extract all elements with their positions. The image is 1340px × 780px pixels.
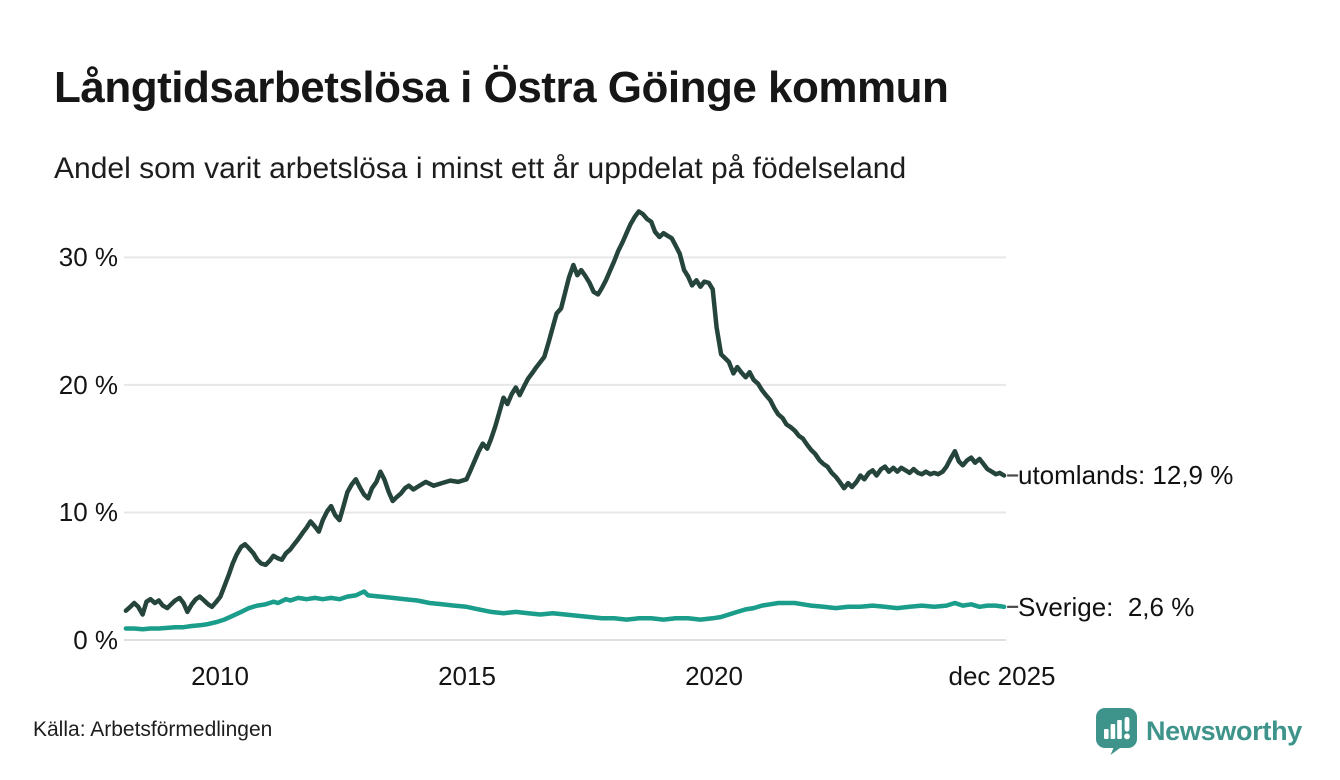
x-axis-label-dec-2025: dec 2025	[948, 661, 1056, 691]
newsworthy-wordmark: Newsworthy	[1145, 716, 1302, 746]
x-axis-label-2020: 2020	[685, 661, 743, 691]
y-axis-label-10: 10 %	[58, 497, 118, 527]
source-note: Källa: Arbetsförmedlingen	[33, 718, 273, 741]
y-axis-label-20: 20 %	[58, 370, 118, 400]
page-title: Långtidsarbetslösa i Östra Göinge kommun	[54, 63, 949, 113]
newsworthy-logo[interactable]: Newsworthy	[1095, 708, 1302, 755]
series-label-sverige: Sverige: 2,6 %	[1018, 592, 1195, 622]
chart-subtitle: Andel som varit arbetslösa i minst ett å…	[54, 152, 907, 185]
y-axis-label-30: 30 %	[58, 242, 118, 272]
x-axis-label-2015: 2015	[438, 661, 496, 691]
y-axis-label-0: 0 %	[73, 625, 118, 655]
newsworthy-bubble-chart-icon	[1095, 708, 1137, 755]
x-axis-label-2010: 2010	[191, 661, 249, 691]
series-label-utomlands: utomlands: 12,9 %	[1018, 460, 1234, 490]
